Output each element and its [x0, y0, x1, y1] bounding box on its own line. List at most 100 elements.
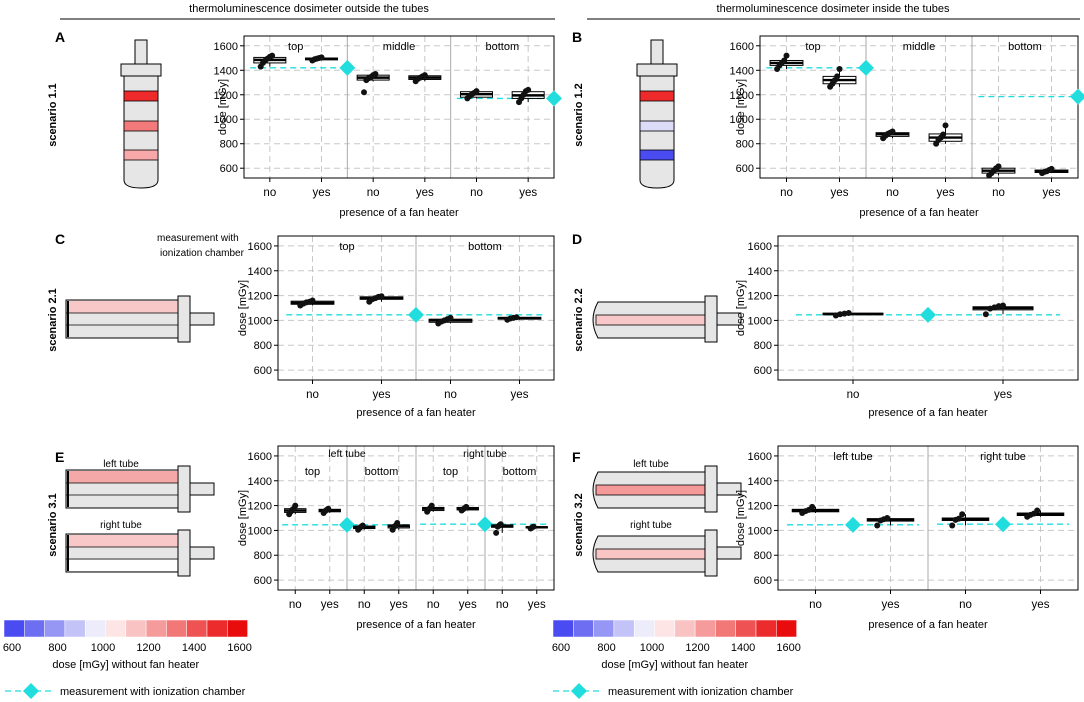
x-axis-label: presence of a fan heater: [339, 207, 459, 219]
x-tick-label: yes: [459, 599, 477, 611]
x-tick-label: no: [470, 187, 483, 199]
x-tick-label: yes: [994, 389, 1012, 401]
x-axis-label: presence of a fan heater: [356, 407, 476, 419]
y-axis-label: dose [mGy]: [217, 79, 229, 135]
x-tick-label: yes: [313, 187, 331, 199]
chart-panel-d: 600 800 1000 1200 1400 1600 no yes presence of a…: [735, 235, 1079, 419]
colorbar-swatch: [613, 619, 635, 638]
annotation-ionization-chamber: measurement with ionization chamber: [157, 233, 245, 259]
plot-frame: [243, 35, 555, 179]
y-axis-label: dose [mGy]: [735, 79, 747, 135]
y-tick-label: 1400: [248, 476, 272, 488]
data-point: [884, 515, 891, 521]
colorbar-tick-label: 1200: [136, 642, 160, 654]
group-label: left tube: [833, 451, 872, 463]
y-tick-label: 600: [220, 163, 238, 175]
colorbar-swatch: [105, 619, 127, 638]
x-axis-label: presence of a fan heater: [868, 619, 988, 631]
data-point: [940, 131, 947, 138]
x-tick-label: no: [289, 599, 302, 611]
colorbar-swatch: [227, 619, 248, 638]
colorbar-swatch: [593, 619, 615, 638]
y-tick-label: 1200: [730, 90, 754, 102]
x-tick-label: yes: [519, 187, 537, 199]
data-point: [372, 70, 379, 77]
x-axis-label: presence of a fan heater: [868, 407, 988, 419]
y-tick-label: 800: [254, 550, 272, 562]
chamber-diamond: [339, 516, 355, 533]
chamber-diamond: [920, 306, 936, 323]
data-point: [836, 66, 843, 73]
y-tick-label: 1400: [248, 266, 272, 278]
y-tick-label: 1000: [730, 114, 754, 126]
data-point: [982, 311, 989, 318]
data-point: [783, 52, 790, 59]
x-axis-label: presence of a fan heater: [356, 619, 476, 631]
colorbar-swatch: [84, 619, 106, 638]
colorbar-swatch: [735, 619, 757, 638]
colorbar-swatch: [552, 619, 574, 638]
y-tick-label: 1400: [748, 266, 772, 278]
chamber-diamond: [1070, 88, 1084, 105]
y-tick-label: 800: [754, 340, 772, 352]
colorbar-swatch: [24, 619, 45, 638]
chamber-diamond: [995, 516, 1011, 533]
chamber-diamond: [858, 59, 874, 76]
panel-letter-f: F: [572, 449, 581, 465]
legend-right: measurement with ionization chamber: [553, 683, 794, 699]
scenario-label-a: scenario 1.1: [47, 83, 59, 147]
scenario-label-b: scenario 1.2: [573, 83, 585, 147]
colorbar-title: dose [mGy] without fan heater: [601, 659, 748, 671]
colorbar-swatch: [166, 619, 187, 638]
y-tick-label: 1600: [214, 41, 238, 53]
group-label: middle: [903, 41, 935, 53]
subgroup-label: top: [305, 466, 320, 478]
data-point: [428, 502, 435, 509]
group-label: top: [339, 241, 354, 253]
y-tick-label: 1000: [248, 315, 272, 327]
group-label: top: [288, 41, 303, 53]
annotation-line-1: measurement with: [157, 233, 239, 244]
chart-panel-a: 600 800 1000 1200 1400 1600 top middle bottom no y…: [214, 35, 562, 219]
data-point: [845, 309, 852, 316]
colorbar-right: 600 800 1000 1200 1400 1600 dose [mGy] without…: [552, 619, 801, 671]
plot-frame: [777, 445, 1079, 591]
legend-left-diamond: [23, 683, 39, 699]
annotation-line-2: ionization chamber: [160, 248, 245, 259]
data-point: [309, 297, 316, 304]
data-point: [497, 521, 504, 528]
colorbar-swatch: [776, 619, 797, 638]
data-point: [809, 503, 816, 510]
y-tick-label: 1000: [748, 525, 772, 537]
group-label: right tube: [463, 448, 507, 460]
x-tick-label: yes: [511, 389, 529, 401]
data-point: [269, 52, 276, 59]
y-tick-label: 1400: [748, 476, 772, 488]
x-axis-label: presence of a fan heater: [859, 207, 979, 219]
y-axis-label: dose [mGy]: [237, 280, 249, 336]
x-tick-label: yes: [528, 599, 546, 611]
chamber-diamond: [845, 516, 861, 533]
tube-label-right-e: right tube: [100, 520, 142, 531]
tube-label-left-e: left tube: [103, 459, 139, 470]
legend-right-diamond: [571, 683, 587, 699]
x-tick-label: no: [496, 599, 509, 611]
colorbar-tick-label: 1000: [91, 642, 115, 654]
y-tick-label: 600: [254, 365, 272, 377]
colorbar-tick-label: 1000: [640, 642, 664, 654]
chart-panel-e: 600 800 1000 1200 1400 1600 left tube right tub…: [237, 445, 555, 631]
legend-left-label: measurement with ionization chamber: [60, 686, 246, 698]
y-tick-label: 800: [254, 340, 272, 352]
colorbar-tick-label: 1600: [776, 642, 800, 654]
panel-letter-c: C: [55, 231, 65, 247]
x-tick-label: no: [847, 389, 860, 401]
tube-illustration-f: left tube right tube: [592, 459, 742, 577]
subgroup-label: bottom: [365, 466, 399, 478]
data-point: [394, 519, 401, 526]
chamber-diamond: [408, 306, 424, 323]
x-tick-label: yes: [416, 187, 434, 199]
y-tick-label: 1600: [248, 451, 272, 463]
y-tick-label: 1400: [214, 65, 238, 77]
data-point: [361, 89, 368, 96]
group-label: bottom: [486, 41, 520, 53]
